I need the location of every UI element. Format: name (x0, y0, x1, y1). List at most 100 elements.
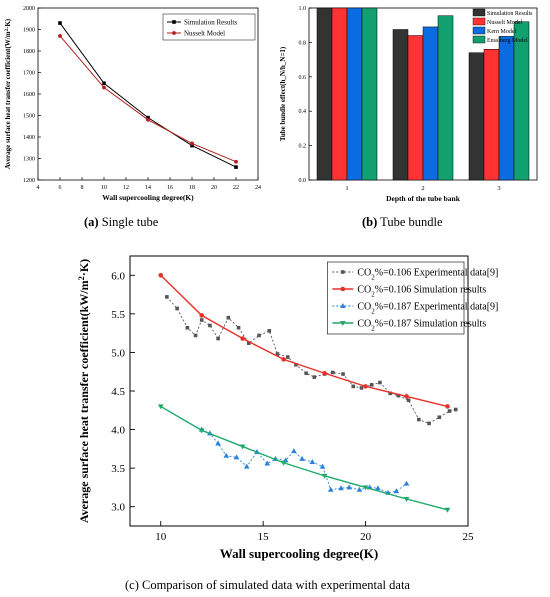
series-line (160, 274, 448, 408)
bar (392, 29, 409, 181)
data-point (359, 386, 364, 390)
bar (468, 52, 485, 181)
data-point (362, 485, 369, 491)
y-tick-label: 4.5 (111, 386, 125, 398)
data-point (257, 333, 261, 338)
data-point (264, 460, 271, 466)
y-tick-label: 0.2 (299, 144, 307, 150)
data-point (331, 370, 335, 375)
data-point (233, 454, 240, 460)
y-tick-label: 1400 (23, 135, 35, 141)
data-point (346, 484, 352, 490)
y-tick-label: 1.0 (299, 6, 307, 12)
legend-label: CO2%=0.187 Simulation results (357, 319, 486, 333)
x-tick-label: 8 (81, 185, 84, 191)
data-point (375, 485, 381, 491)
data-point (185, 325, 190, 330)
data-point (445, 404, 450, 409)
data-point (198, 428, 205, 434)
data-point (58, 34, 62, 38)
y-axis-label: Average surface heat transfer coefficien… (4, 18, 12, 169)
data-point (340, 303, 346, 308)
data-point (102, 81, 106, 86)
bar (498, 36, 515, 181)
legend-swatch (472, 17, 486, 26)
data-point (393, 488, 400, 494)
y-tick-label: 3.0 (111, 502, 125, 514)
chart-b-tube-bundle: 0.0 0.2 0.4 0.6 0.8 1.0 1 2 3 Depth of the tube b… (279, 6, 538, 203)
data-point (146, 117, 150, 122)
data-point (299, 455, 305, 461)
data-point (437, 415, 442, 420)
data-point (267, 329, 272, 333)
x-tick-label: 20 (211, 185, 217, 191)
data-point (157, 404, 164, 410)
data-point (234, 165, 238, 169)
x-tick-label: 22 (233, 185, 239, 191)
bar (346, 7, 363, 181)
data-point (363, 384, 368, 389)
caption-b: (b) Tube bundle (362, 215, 443, 230)
y-tick-label: 1900 (23, 28, 35, 34)
data-point (281, 357, 286, 362)
data-point (175, 306, 179, 311)
data-point (406, 398, 411, 403)
data-point (294, 362, 298, 367)
legend-label: Nusselt Model (184, 30, 225, 38)
data-point (309, 458, 316, 464)
data-point (226, 315, 231, 320)
data-point (404, 394, 409, 399)
legend-label: Simulation Results (487, 11, 533, 17)
data-point (369, 383, 374, 387)
x-tick-label: 25 (463, 531, 475, 543)
data-point (193, 333, 198, 338)
data-point (291, 448, 297, 454)
data-point (340, 321, 346, 326)
caption-a-text: Single tube (98, 215, 159, 229)
series-line (59, 22, 237, 168)
data-point (304, 371, 308, 376)
data-point (199, 318, 204, 322)
data-point (319, 463, 326, 469)
data-point (190, 143, 194, 148)
y-axis-label: Average surface heat transfer coefficien… (77, 259, 92, 523)
y-tick-label: 1600 (23, 92, 35, 98)
y-tick-label: 2000 (23, 6, 35, 12)
data-point (146, 115, 150, 120)
data-point (190, 141, 194, 146)
y-tick-label: 1300 (23, 157, 35, 163)
x-tick-label: 16 (167, 185, 173, 191)
data-point (285, 355, 290, 359)
series-line (59, 35, 237, 163)
data-point (341, 270, 345, 274)
y-tick-label: 5.0 (111, 347, 125, 359)
data-point (388, 391, 392, 396)
data-point (234, 159, 238, 164)
caption-a-letter: (a) (84, 215, 99, 229)
data-point (165, 295, 169, 299)
y-tick-label: 5.5 (111, 309, 125, 321)
caption-b-letter: (b) (362, 215, 378, 229)
y-tick-label: 4.0 (111, 425, 125, 437)
x-tick-label: 3 (497, 185, 500, 192)
caption-c: (c) Comparison of simulated data with ex… (125, 578, 410, 592)
legend-label: CO2%=0.106 Simulation results (357, 285, 486, 299)
y-tick-label: 0.6 (299, 75, 307, 81)
x-tick-label: 10 (101, 185, 107, 191)
bar (407, 35, 424, 181)
data-point (403, 497, 410, 502)
chart-c-comparison: 10 15 20 25 3.0 3.5 4.0 4.5 5.0 5.5 6.0 Wall superc… (77, 255, 498, 561)
legend-label: CO2%=0.187 Experimental data[9] (357, 302, 498, 316)
x-tick-label: 18 (189, 185, 195, 191)
legend-marker (172, 31, 176, 35)
data-point (236, 325, 241, 330)
data-point (356, 486, 363, 492)
x-axis-label: Wall supercooling degree(K) (102, 193, 194, 202)
x-tick-label: 20 (360, 531, 372, 543)
y-axis-label: Tube bundle effect(h_N/h_N=1) (279, 46, 287, 141)
data-point (396, 393, 401, 398)
data-point (208, 323, 212, 328)
x-tick-label: 6 (59, 185, 62, 191)
x-axis-label: Wall supercooling degree(K) (220, 546, 378, 561)
y-tick-label: 0.4 (299, 109, 307, 115)
